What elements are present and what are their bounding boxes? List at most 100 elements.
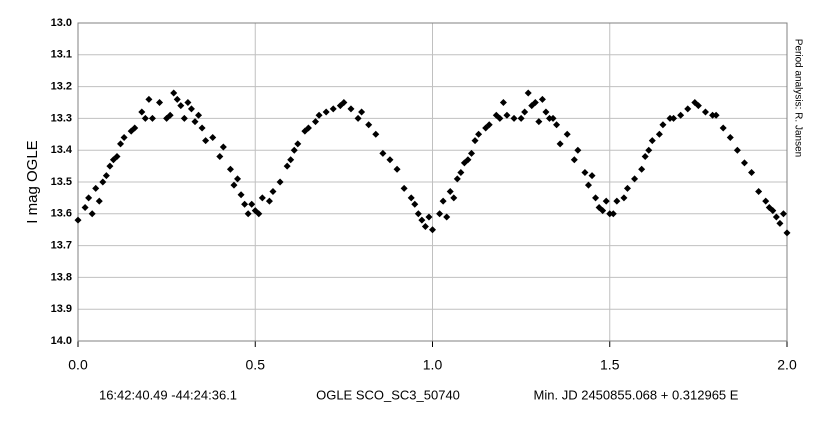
- data-point: [638, 165, 646, 173]
- data-point: [411, 200, 419, 208]
- data-point: [216, 153, 224, 161]
- data-point: [95, 197, 103, 205]
- data-point: [659, 121, 667, 129]
- data-point: [418, 216, 426, 224]
- data-point: [631, 175, 639, 183]
- data-point: [535, 118, 543, 126]
- data-point: [655, 130, 663, 138]
- data-point: [620, 194, 628, 202]
- data-point: [783, 229, 791, 237]
- data-point: [769, 207, 777, 215]
- data-point: [276, 178, 284, 186]
- data-point: [184, 99, 192, 106]
- y-axis-label: I mag OGLE: [24, 140, 41, 223]
- data-point: [113, 153, 121, 161]
- data-point: [779, 210, 787, 218]
- data-point: [712, 111, 720, 119]
- data-point: [421, 223, 429, 231]
- data-point: [425, 213, 433, 221]
- data-point: [606, 210, 614, 218]
- data-point: [726, 133, 734, 141]
- data-point: [439, 197, 447, 205]
- data-point: [88, 210, 96, 218]
- y-tick-label: 13.5: [51, 176, 72, 188]
- data-point: [510, 114, 518, 122]
- data-point: [694, 102, 702, 110]
- data-point: [503, 111, 511, 119]
- data-point: [120, 133, 128, 141]
- data-point: [776, 219, 784, 227]
- data-point: [372, 130, 380, 138]
- data-point: [248, 200, 256, 208]
- data-point: [255, 210, 263, 218]
- data-point: [173, 95, 181, 103]
- data-point: [400, 184, 408, 192]
- y-tick-label: 13.4: [51, 144, 73, 156]
- data-point: [365, 121, 373, 129]
- data-point: [340, 99, 348, 106]
- data-point: [453, 175, 461, 183]
- data-point: [755, 188, 763, 196]
- data-point: [379, 149, 387, 157]
- data-point: [156, 99, 164, 106]
- x-tick-label: 1.0: [423, 357, 443, 373]
- data-point: [219, 143, 227, 151]
- plot-frame: [77, 22, 788, 342]
- data-point: [290, 146, 298, 154]
- data-point: [234, 175, 242, 183]
- data-point: [772, 213, 780, 221]
- footer-ephemeris: Min. JD 2450855.068 + 0.312965 E: [534, 387, 739, 402]
- x-tick-label: 1.5: [600, 357, 620, 373]
- data-point: [301, 127, 309, 135]
- data-point: [542, 108, 550, 116]
- data-point: [553, 121, 561, 129]
- data-point: [588, 172, 596, 180]
- data-point: [499, 99, 507, 106]
- x-tick-label: 0.5: [246, 357, 266, 373]
- data-point: [92, 184, 100, 192]
- data-point: [287, 156, 295, 164]
- data-point: [496, 114, 504, 122]
- side-note: Period analysis: R. Jansen: [792, 39, 803, 157]
- data-point: [265, 197, 273, 205]
- y-tick-label: 13.6: [51, 208, 72, 220]
- data-point: [85, 194, 93, 202]
- data-point: [443, 213, 451, 221]
- data-point: [599, 207, 607, 215]
- y-tick-label: 13.9: [51, 303, 72, 315]
- data-point: [670, 114, 678, 122]
- data-point: [241, 200, 249, 208]
- data-point: [191, 118, 199, 126]
- data-point: [166, 111, 174, 119]
- data-point: [485, 121, 493, 129]
- data-point: [329, 105, 337, 113]
- data-point: [244, 210, 252, 218]
- data-point: [446, 188, 454, 196]
- data-point: [645, 146, 653, 154]
- data-point: [733, 146, 741, 154]
- data-point: [719, 124, 727, 132]
- data-point: [531, 99, 539, 106]
- data-point: [127, 127, 135, 135]
- data-point: [748, 168, 756, 176]
- data-point: [347, 105, 355, 113]
- data-point: [230, 181, 238, 189]
- data-point: [145, 95, 153, 103]
- data-point: [701, 108, 709, 116]
- data-point: [581, 168, 589, 176]
- data-point: [99, 178, 107, 186]
- x-tick-label: 0.0: [68, 357, 88, 373]
- data-point: [117, 140, 125, 148]
- data-point: [471, 137, 479, 145]
- data-point: [226, 165, 234, 173]
- data-point: [209, 133, 217, 141]
- data-point: [521, 108, 529, 116]
- data-point: [429, 226, 436, 234]
- footer-star: OGLE SCO_SC3_50740: [316, 387, 460, 402]
- data-point: [740, 159, 748, 167]
- data-point: [414, 210, 422, 218]
- data-point: [592, 194, 600, 202]
- data-point: [177, 102, 185, 110]
